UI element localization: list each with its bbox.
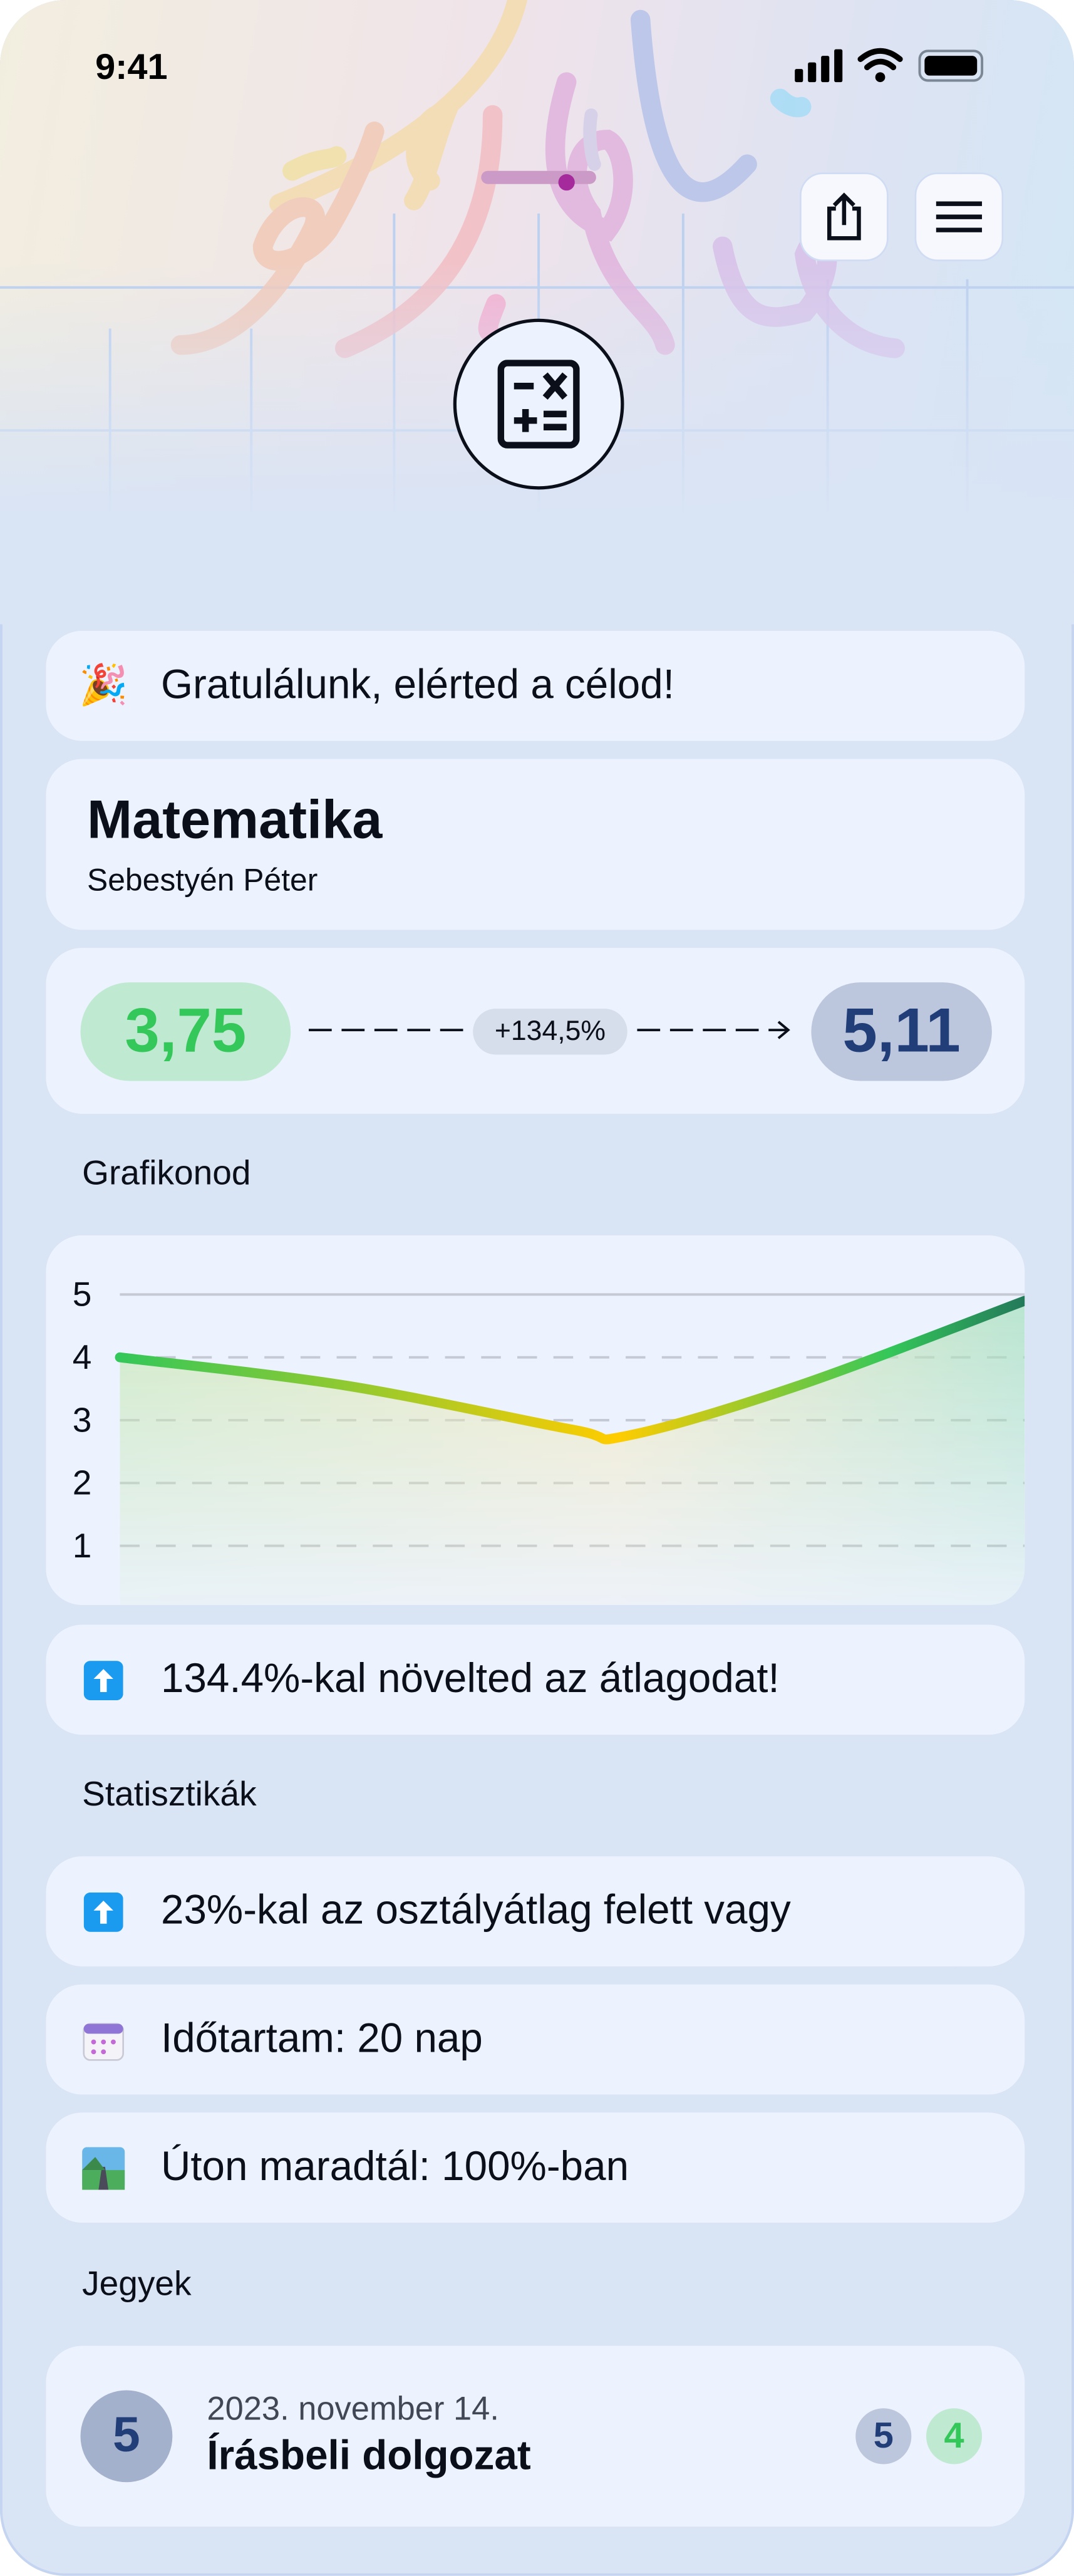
stats-section-title: Statisztikák [82, 1775, 257, 1814]
y-tick-label: 2 [73, 1463, 92, 1502]
chart-card: 5 4 3 2 1 [46, 1235, 1025, 1605]
subject-icon-badge [453, 318, 624, 490]
grade-list-item[interactable]: 5 2023. november 14. Írásbeli dolgozat 5… [46, 2345, 1025, 2527]
status-time: 9:41 [95, 46, 168, 87]
menu-button[interactable] [914, 172, 1004, 261]
battery-icon [918, 49, 984, 82]
teacher-name: Sebestyén Péter [86, 864, 318, 899]
chart-area-fill [120, 1301, 1025, 1605]
improvement-text: 134.4%-kal növelted az átlagodat! [160, 1656, 780, 1702]
stat-item: Időtartam: 20 nap [46, 1984, 1025, 2095]
arrow-up-icon [79, 1887, 128, 1936]
grade-date: 2023. november 14. [207, 2392, 499, 2428]
grade-badge: 5 [855, 2408, 912, 2464]
grade-chart: 5 4 3 2 1 [73, 1275, 1025, 1605]
share-button[interactable] [800, 172, 889, 261]
share-icon [827, 192, 861, 241]
cellular-signal-icon [795, 49, 843, 83]
y-tick-label: 4 [73, 1337, 92, 1376]
stat-text: Időtartam: 20 nap [160, 2015, 483, 2062]
chart-line [115, 1296, 1025, 1445]
target-average: 5,11 [811, 982, 992, 1081]
subject-title: Matematika [86, 788, 383, 849]
stat-text: Úton maradtál: 100%-ban [160, 2144, 629, 2190]
stat-item: 23%-kal az osztályátlag felett vagy [46, 1856, 1025, 1966]
stat-item: Úton maradtál: 100%-ban [46, 2112, 1025, 2223]
road-icon [79, 2143, 128, 2193]
congrats-text: Gratulálunk, elérted a célod! [160, 662, 674, 709]
grade-value: 5 [80, 2390, 173, 2483]
grades-section-title: Jegyek [82, 2265, 192, 2303]
stat-text: 23%-kal az osztályátlag felett vagy [160, 1888, 791, 1934]
progress-card: 3,75 +134,5% 5,11 [46, 948, 1025, 1114]
grade-badge: 4 [926, 2408, 983, 2464]
y-tick-label: 3 [73, 1400, 92, 1439]
progress-arrow [308, 1021, 790, 1039]
y-tick-label: 5 [73, 1275, 92, 1314]
grade-title: Írásbeli dolgozat [207, 2433, 531, 2480]
start-average: 3,75 [80, 982, 291, 1081]
wifi-icon [857, 48, 903, 71]
arrow-up-icon [79, 1655, 128, 1705]
chart-section-title: Grafikonod [82, 1155, 251, 1193]
calculator-icon [497, 360, 580, 449]
calendar-icon [79, 2015, 128, 2064]
subject-card: Matematika Sebestyén Péter [46, 759, 1025, 930]
status-icons [795, 48, 984, 83]
congrats-banner: 🎉 Gratulálunk, elérted a célod! [46, 630, 1025, 741]
improvement-banner: 134.4%-kal növelted az átlagodat! [46, 1624, 1025, 1735]
party-popper-icon: 🎉 [78, 663, 128, 709]
y-tick-label: 1 [73, 1526, 92, 1565]
hamburger-menu-icon [936, 201, 983, 232]
change-badge: +134,5% [473, 1009, 627, 1055]
